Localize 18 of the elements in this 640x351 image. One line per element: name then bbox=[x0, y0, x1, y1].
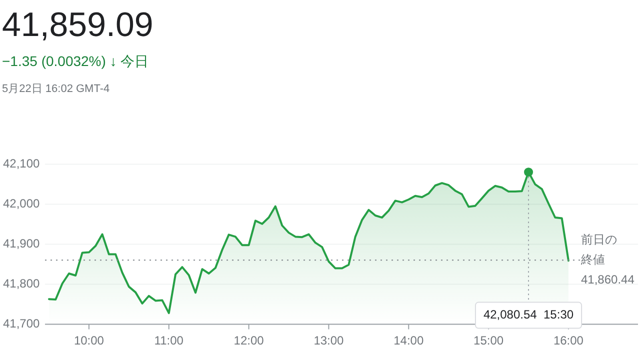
x-tick-label: 14:00 bbox=[394, 333, 424, 348]
x-tick-label: 16:00 bbox=[553, 333, 584, 348]
x-tick-label: 15:00 bbox=[474, 333, 504, 348]
y-tick-label: 42,000 bbox=[3, 196, 40, 210]
y-tick-label: 41,800 bbox=[3, 276, 40, 290]
chart-title: 41,859.09 bbox=[2, 6, 154, 44]
x-tick-label: 11:00 bbox=[154, 333, 184, 348]
x-tick-label: 10:00 bbox=[74, 333, 104, 348]
ref-line-label: 前日の終値 bbox=[580, 232, 617, 266]
x-tick-label: 13:00 bbox=[314, 333, 344, 348]
annotation: 42,080.54 15:30 bbox=[483, 307, 574, 322]
chart-subtitle: −1.35 (0.0032%) ↓ 今日 bbox=[2, 53, 149, 69]
y-tick-label: 41,700 bbox=[3, 316, 40, 330]
text: 5月22日 16:02 GMT-4 bbox=[2, 83, 110, 95]
annotation: 41,860.44 bbox=[581, 272, 635, 286]
y-tick-label: 42,100 bbox=[3, 156, 40, 170]
y-tick-label: 41,900 bbox=[3, 236, 40, 250]
x-tick-label: 12:00 bbox=[234, 333, 264, 348]
